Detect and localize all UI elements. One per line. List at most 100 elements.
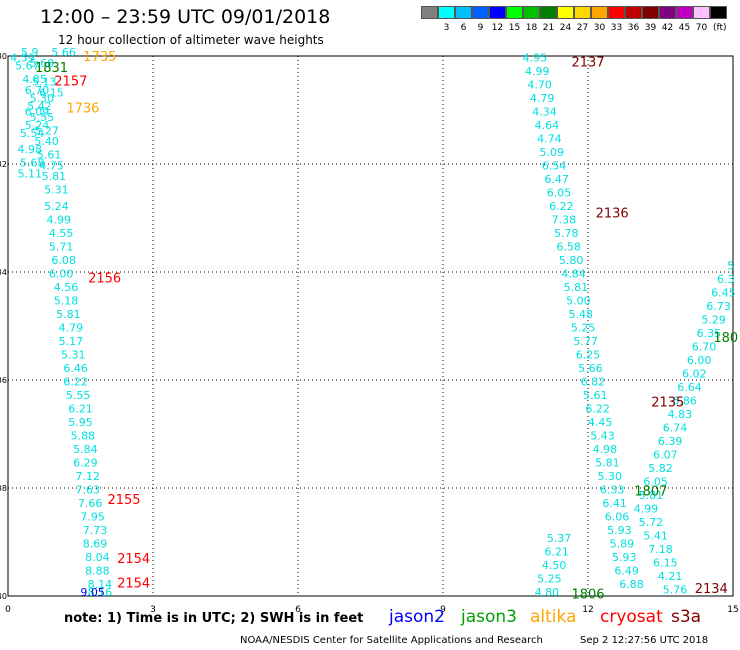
swh-value: 8.04	[85, 551, 110, 564]
swh-value: 6.07	[653, 448, 678, 461]
swh-value: 4.99	[47, 213, 72, 226]
colorbar-swatch	[608, 6, 625, 19]
swh-value: 4.83	[668, 408, 693, 421]
swh-value: 6.39	[658, 435, 683, 448]
swh-value: 7.38	[552, 213, 577, 226]
swh-value: 5.24	[44, 200, 69, 213]
y-tick-label: -36	[0, 376, 7, 385]
swh-value: 6.15	[39, 87, 64, 100]
swh-value: 5.81	[595, 456, 620, 469]
swh-value: 4.99	[525, 65, 550, 78]
pass-time-label: 2157	[54, 74, 87, 89]
colorbar-label: 27	[576, 23, 589, 33]
swh-value: 5.11	[18, 168, 43, 181]
swh-value: 4.59	[10, 51, 35, 64]
swh-value: 6.21	[68, 402, 93, 415]
swh-value: 5.72	[639, 516, 664, 529]
swh-value: 5.25	[537, 573, 562, 586]
swh-value: 4.95	[523, 51, 548, 64]
colorbar-swatch	[438, 6, 455, 19]
swh-value: 5.40	[34, 135, 59, 148]
swh-value: 5.29	[701, 313, 726, 326]
colorbar-label: 33	[610, 23, 623, 33]
swh-value: 5.88	[71, 429, 96, 442]
satellite-legend-s3a: s3a	[671, 607, 702, 627]
page-title: 12:00 – 23:59 UTC 09/01/2018	[40, 6, 331, 28]
swh-value: 5.80	[559, 254, 584, 267]
swh-value: 6.49	[614, 564, 639, 577]
satellite-legend-altika: altika	[530, 607, 577, 627]
swh-value: 4.98	[593, 443, 618, 456]
swh-value: 8.69	[83, 537, 108, 550]
swh-value: 6.05	[547, 186, 572, 199]
swh-value: 6.3	[717, 273, 735, 286]
swh-value: 5.81	[56, 308, 81, 321]
swh-value: 8.88	[85, 564, 110, 577]
swh-value: 6.09	[25, 105, 50, 118]
swh-value: 6.15	[653, 556, 678, 569]
swh-value: 5.25	[571, 321, 596, 334]
colorbar-swatch	[489, 6, 506, 19]
swh-value: 5.61	[37, 149, 62, 162]
colorbar-swatch	[523, 6, 540, 19]
swh-value: 5.77	[573, 335, 598, 348]
swh-value: 5.67	[15, 60, 40, 73]
swh-value: 5.54	[20, 127, 45, 140]
pass-time-label: 2156	[88, 271, 121, 286]
swh-value: 4.34	[532, 105, 557, 118]
swh-value: 5.55	[30, 111, 55, 124]
swh-value: 5.76	[663, 583, 688, 596]
swh-value: 5.31	[61, 348, 86, 361]
colorbar-label: 36	[627, 23, 640, 33]
y-tick-label: -32	[0, 160, 7, 169]
swh-value: 6.25	[576, 348, 601, 361]
swh-value: 5.84	[73, 443, 98, 456]
colorbar-swatch	[455, 6, 472, 19]
swh-value: 4.55	[49, 227, 74, 240]
swh-value: 5.30	[30, 92, 55, 105]
swh-value: 4.64	[535, 119, 560, 132]
swh-value: 8.16	[88, 586, 113, 599]
swh-value: 5.68	[20, 157, 45, 170]
swh-value: 6.45	[711, 286, 736, 299]
pass-time-label: 1735	[83, 50, 116, 65]
colorbar-label: 12	[491, 23, 504, 33]
swh-value: 5.30	[598, 470, 623, 483]
page-subtitle: 12 hour collection of altimeter wave hei…	[58, 33, 324, 47]
x-tick-label: 0	[5, 605, 11, 615]
colorbar-swatch	[642, 6, 659, 19]
swh-value: 5.71	[49, 240, 74, 253]
swh-value: 4.98	[18, 143, 43, 156]
x-tick-label: 3	[150, 605, 156, 615]
colorbar-swatch	[659, 6, 676, 19]
swh-value: 6.88	[619, 578, 644, 591]
swh-value: 6.05	[643, 475, 668, 488]
colorbar-swatch	[506, 6, 523, 19]
swh-value: 5.89	[610, 537, 635, 550]
x-tick-label: 6	[295, 605, 301, 615]
colorbar-swatch	[625, 6, 642, 19]
pass-time-label: 2155	[107, 493, 140, 508]
swh-value: 4.85	[22, 73, 47, 86]
swh-value: 5.9	[21, 46, 39, 59]
swh-value: 5.66	[51, 46, 76, 59]
pass-time-label: 180	[713, 331, 738, 346]
swh-value: 6.54	[542, 159, 567, 172]
swh-value: 5.18	[54, 294, 79, 307]
y-tick-label: -38	[0, 484, 7, 493]
x-tick-label: 9	[440, 605, 446, 615]
swh-value: 5.61	[583, 389, 608, 402]
swh-value: 5.31	[44, 184, 69, 197]
colorbar-label: 3	[443, 23, 450, 33]
swh-value: 6.74	[663, 421, 688, 434]
swh-value: 6.33	[600, 483, 625, 496]
swh-value: 5.95	[68, 416, 93, 429]
swh-value: 7.66	[78, 497, 103, 510]
footer-timestamp: Sep 2 12:27:56 UTC 2018	[580, 635, 709, 646]
y-tick-label: -34	[0, 268, 7, 277]
swh-value: 8.14	[88, 578, 113, 591]
satellite-legend-cryosat: cryosat	[600, 607, 663, 627]
swh-value: 9.05	[80, 586, 105, 599]
footer-note: note: 1) Time is in UTC; 2) SWH is in fe…	[64, 611, 364, 626]
swh-value: 6.46	[63, 362, 88, 375]
